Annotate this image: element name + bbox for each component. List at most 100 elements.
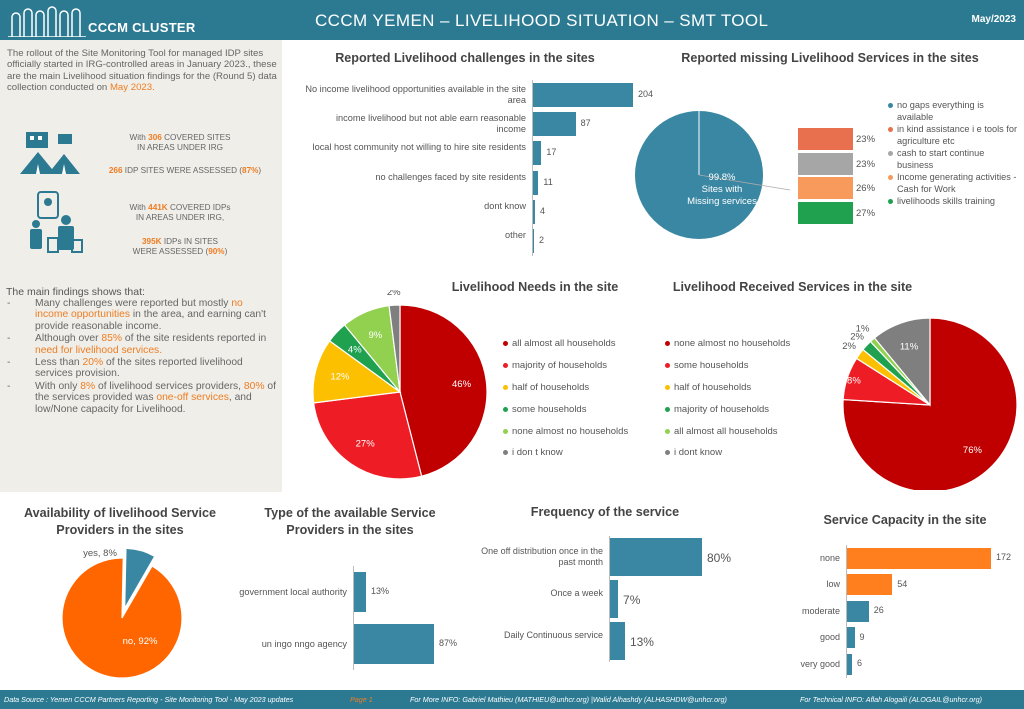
legend-item: some households [503, 398, 628, 420]
provider-type-bar [354, 572, 366, 612]
legend-swatch [665, 406, 670, 412]
pie-slice [873, 317, 931, 407]
challenges-bar [533, 111, 576, 136]
legend-item: some households [665, 355, 790, 377]
idp-family-icon [30, 191, 83, 253]
capacity-category-label: low [826, 579, 840, 590]
capacity-value-label: 26 [873, 605, 884, 616]
challenges-value-label: 17 [546, 147, 557, 158]
legend-swatch [888, 151, 893, 156]
finding-item: Although over 85% of the site residents … [6, 333, 278, 356]
frequency-chart-title: Frequency of the service [530, 505, 680, 519]
legend-label: i dont know [674, 447, 723, 459]
challenges-axis [532, 80, 533, 256]
frequency-value-label: 80% [707, 551, 732, 565]
capacity-value-label: 9 [859, 631, 865, 642]
pie-data-label: 8% [847, 375, 861, 386]
page-title: CCCM YEMEN – LIVELIHOOD SITUATION – SMT … [315, 11, 769, 30]
footer-source: Data Source : Yemen CCCM Partners Report… [4, 695, 294, 704]
missing-services-center-text-1: Sites with [702, 184, 743, 195]
legend-item: half of households [665, 377, 790, 399]
challenges-bar [533, 82, 633, 107]
availability-pie: no, 92% yes, 8% [61, 547, 183, 679]
capacity-value-label: 54 [897, 578, 908, 589]
challenges-value-label: 11 [543, 176, 553, 187]
legend-swatch [503, 384, 508, 390]
legend-item: none almost no households [665, 333, 790, 355]
provider-type-chart-title: Type of the available Service Providers … [264, 506, 436, 537]
legend-swatch [665, 450, 670, 456]
legend-swatch [888, 199, 893, 204]
legend-label: half of households [674, 381, 752, 393]
legend-label: none almost no households [674, 338, 791, 350]
capacity-bar [847, 653, 853, 675]
assessed-idps-stat: 395K IDPs IN SITES WERE ASSESSED (90%) [132, 237, 228, 256]
legend-item: cash to start continue business [888, 148, 1022, 171]
frequency-value-label: 7% [623, 593, 641, 607]
pie-slice [388, 304, 401, 393]
assessed-sites-stat: 266 IDP SITES WERE ASSESSED (87%) [108, 166, 262, 175]
legend-label: some households [512, 403, 587, 415]
pie-data-label: 11% [900, 342, 919, 353]
finding-item: Many challenges were reported but mostly… [6, 298, 278, 332]
pie-data-label: 2% [387, 290, 401, 298]
needs-legend: all almost all households majority of hou… [503, 333, 628, 464]
covered-sites-stat: With 306 COVERED SITES IN AREAS UNDER IRG [129, 133, 231, 152]
challenges-category-label: income livelihood but not able earn reas… [335, 112, 526, 134]
legend-item: Income generating activities - Cash for … [888, 172, 1022, 195]
legend-item: none almost no households [503, 420, 628, 442]
pie-slice [399, 304, 488, 477]
received-services-pie: 76% 8% 2%2%1% 11% [842, 317, 1018, 490]
legend-label: livelihoods skills training [897, 196, 996, 206]
frequency-category-label: One off distribution once in the past mo… [481, 546, 603, 567]
capacity-category-label: moderate [801, 605, 840, 616]
legend-swatch [503, 428, 508, 434]
challenges-chart-title: Reported Livelihood challenges in the si… [335, 51, 595, 65]
challenges-bar [533, 199, 535, 224]
legend-label: half of households [512, 381, 590, 393]
challenges-bar [533, 229, 534, 254]
legend-swatch [665, 363, 670, 369]
legend-label: no gaps everything is available [897, 100, 984, 122]
legend-swatch [503, 406, 508, 412]
capacity-category-label: none [819, 552, 840, 563]
capacity-bar [847, 600, 869, 622]
frequency-bar [610, 580, 619, 618]
legend-label: i don t know [512, 447, 563, 459]
capacity-bar [847, 574, 893, 596]
challenges-category-label: dont know [484, 200, 526, 211]
missing-services-legend: no gaps everything is available in kind a… [888, 100, 1022, 209]
challenges-value-label: 204 [638, 88, 654, 99]
legend-swatch [503, 450, 508, 456]
header-bar: CCCM CLUSTER CCCM YEMEN – LIVELIHOOD SIT… [0, 0, 1024, 40]
footer-more-info[interactable]: For More INFO: Gabriel Mathieu (MATHIEU@… [410, 695, 727, 704]
capacity-value-label: 6 [857, 658, 863, 669]
legend-item: majority of households [665, 398, 790, 420]
received-services-legend: none almost no households some households… [665, 333, 790, 464]
legend-swatch [665, 341, 670, 347]
missing-services-bar-value: 26% [856, 183, 876, 194]
footer-bar: Data Source : Yemen CCCM Partners Report… [0, 690, 1024, 709]
legend-swatch [665, 428, 670, 434]
capacity-category-label: good [819, 632, 840, 643]
footer-tech-info[interactable]: For Technical INFO: Aflah Alogaili (ALOG… [800, 695, 982, 704]
provider-type-category-label: un ingo nngo agency [261, 638, 347, 649]
missing-services-bar [798, 177, 853, 199]
missing-services-chart-title: Reported missing Livelihood Services in … [681, 51, 979, 65]
challenges-category-label: No income livelihood opportunities avail… [305, 83, 526, 105]
pie-slice [313, 391, 423, 480]
challenges-bar [533, 170, 539, 195]
received-services-chart-title: Livelihood Received Services in the site [672, 280, 913, 294]
missing-services-bar [798, 152, 853, 175]
pie-data-label: 27% [356, 438, 376, 449]
legend-item: half of households [503, 377, 628, 399]
missing-services-bar-value: 27% [856, 207, 876, 219]
legend-label: some households [674, 360, 749, 372]
challenges-value-label: 2 [539, 235, 545, 246]
legend-swatch [665, 384, 670, 390]
missing-services-bar [798, 201, 853, 224]
provider-type-category-label: government local authority [239, 586, 347, 597]
pie-data-label: 9% [369, 330, 383, 341]
legend-label: none almost no households [512, 425, 629, 437]
intro-text: The rollout of the Site Monitoring Tool … [7, 48, 277, 94]
